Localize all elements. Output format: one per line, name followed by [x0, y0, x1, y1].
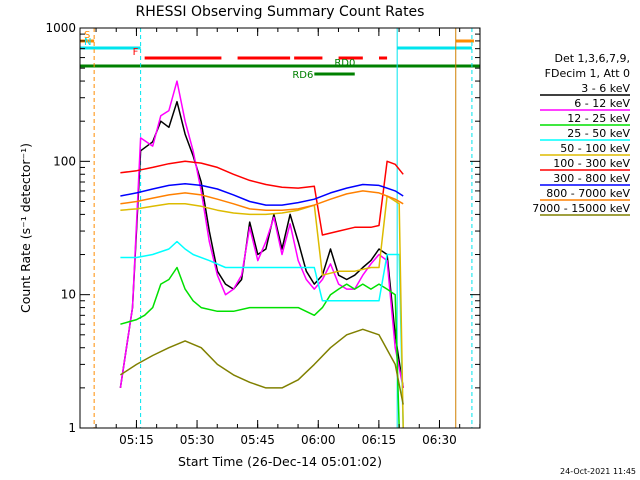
- series-line-100-300-kev: [120, 160, 404, 236]
- legend-header-line-1: Det 1,3,6,7,9,: [554, 52, 630, 65]
- flag-label-rd0: RD0: [334, 58, 355, 69]
- series-line-6-12-kev: [119, 80, 404, 389]
- legend-label-800-7000-kev: 800 - 7000 keV: [546, 187, 630, 200]
- observing-flags: SN F RD0 RD6: [80, 28, 480, 428]
- x-tick-label-3: 06:00: [301, 433, 336, 447]
- flag-label-rd6: RD6: [292, 70, 313, 81]
- legend: Det 1,3,6,7,9, FDecim 1, Att 0 3 - 6 keV…: [532, 52, 630, 216]
- legend-label-12-25-kev: 12 - 25 keV: [567, 112, 630, 125]
- y-axis-label: Count Rate (s⁻¹ detector⁻¹): [18, 143, 33, 313]
- x-tick-label-4: 06:15: [362, 433, 397, 447]
- series-line-800-7000-kev: [120, 190, 404, 211]
- legend-label-50-100-kev: 50 - 100 keV: [560, 142, 630, 155]
- legend-label-300-800-kev: 300 - 800 keV: [553, 172, 630, 185]
- timestamp-footer: 24-Oct-2021 11:45: [560, 467, 636, 476]
- series-lines: [119, 80, 404, 429]
- series-line-7000-15000-kev: [119, 328, 404, 405]
- legend-label-100-300-kev: 100 - 300 keV: [553, 157, 630, 170]
- y-tick-label-3: 1000: [45, 21, 76, 35]
- plot-frame: [79, 27, 481, 429]
- x-tick-label-0: 05:15: [119, 433, 154, 447]
- x-axis-label: Start Time (26-Dec-14 05:01:02): [178, 454, 382, 469]
- y-tick-label-2: 100: [53, 154, 76, 168]
- x-axis: 05:15 05:30 05:45 06:00 06:15 06:30: [95, 28, 481, 447]
- series-line-3-6-kev: [119, 100, 404, 389]
- series-line-25-50-kev: [120, 240, 404, 429]
- y-tick-label-0: 1: [68, 421, 76, 435]
- chart-title: RHESSI Observing Summary Count Rates: [136, 4, 425, 20]
- legend-header-line-2: FDecim 1, Att 0: [545, 67, 630, 80]
- x-tick-label-5: 06:30: [422, 433, 457, 447]
- legend-label-3-6-kev: 3 - 6 keV: [581, 82, 630, 95]
- x-tick-label-1: 05:30: [180, 433, 215, 447]
- y-tick-label-1: 10: [61, 288, 76, 302]
- legend-label-7000-15000-kev: 7000 - 15000 keV: [532, 202, 630, 215]
- series-line-12-25-kev: [120, 266, 400, 429]
- legend-label-6-12-kev: 6 - 12 keV: [574, 97, 630, 110]
- flag-label-n: N: [84, 37, 91, 48]
- flag-label-s: S: [84, 30, 90, 41]
- series-line-50-100-kev: [120, 195, 404, 429]
- y-axis: 1 10 100 1000: [45, 21, 480, 435]
- legend-label-25-50-kev: 25 - 50 keV: [567, 127, 630, 140]
- flag-label-f: F: [133, 47, 139, 58]
- x-tick-label-2: 05:45: [240, 433, 275, 447]
- series-line-300-800-kev: [120, 182, 404, 206]
